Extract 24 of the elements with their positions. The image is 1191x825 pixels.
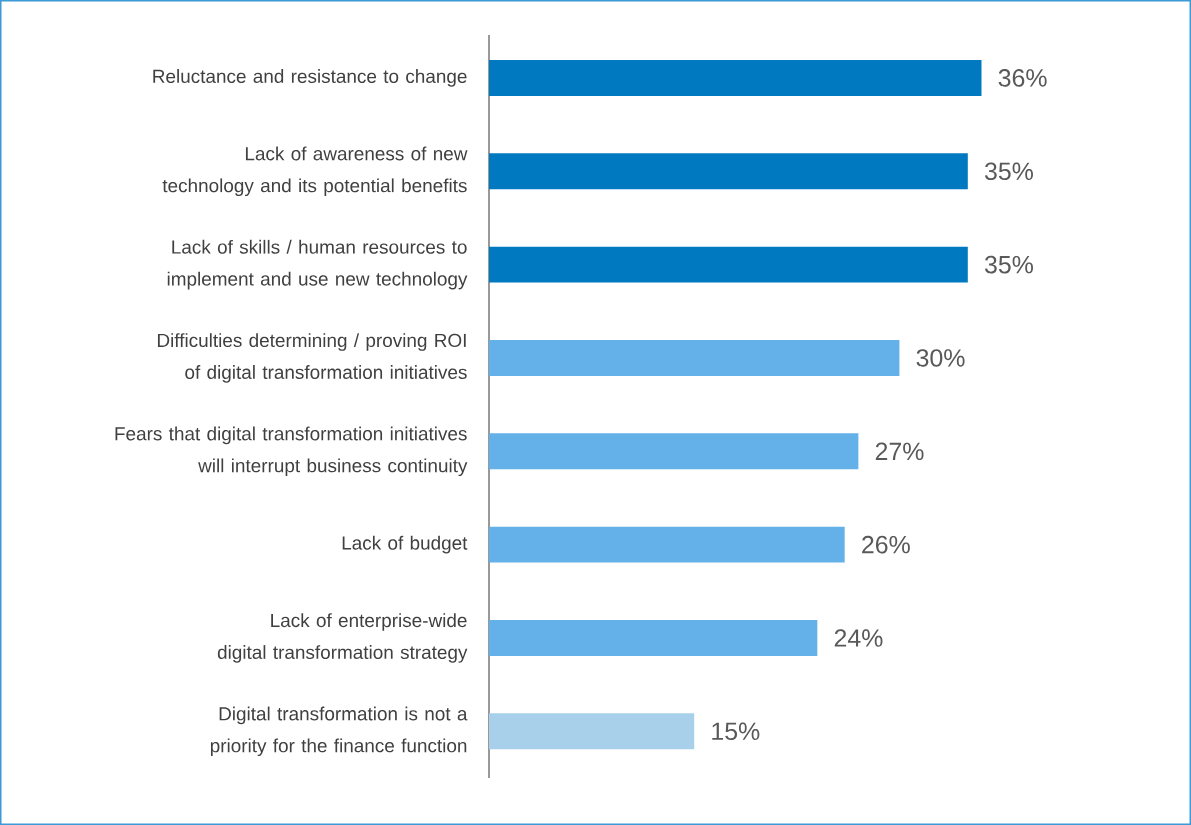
data-label: 15% — [712, 722, 760, 741]
y-tick-label: Lack of awareness of new technology and its potential benefits — [162, 146, 468, 197]
y-tick-label: Difficulties determining / proving ROI of digital transformation initiatives — [157, 333, 467, 383]
data-label: 35% — [984, 162, 1033, 181]
bar — [489, 433, 859, 470]
bar — [489, 713, 695, 750]
bar — [489, 59, 982, 96]
y-tick-label: Fears that digital transformation initiatives will interrupt business continuity — [115, 426, 468, 477]
data-label: 26% — [862, 535, 910, 554]
bar — [489, 526, 845, 563]
bar — [489, 246, 968, 283]
data-label: 24% — [834, 629, 883, 647]
data-label: 36% — [998, 69, 1047, 87]
bar — [489, 620, 818, 656]
data-label: 27% — [875, 442, 924, 461]
bar — [489, 153, 968, 190]
data-label: 35% — [984, 255, 1033, 274]
y-tick-label: Digital transformation is not a priority for the finance function — [210, 706, 468, 757]
bar — [489, 340, 900, 376]
y-tick-label: Lack of budget — [342, 535, 468, 554]
y-tick-label: Reluctance and resistance to change — [153, 69, 467, 87]
y-tick-label: Lack of skills / human resources to implement and use new technology — [167, 239, 468, 290]
data-label: 30% — [916, 349, 965, 367]
y-tick-label: Lack of enterprise-wide digital transformation strategy — [217, 613, 468, 663]
